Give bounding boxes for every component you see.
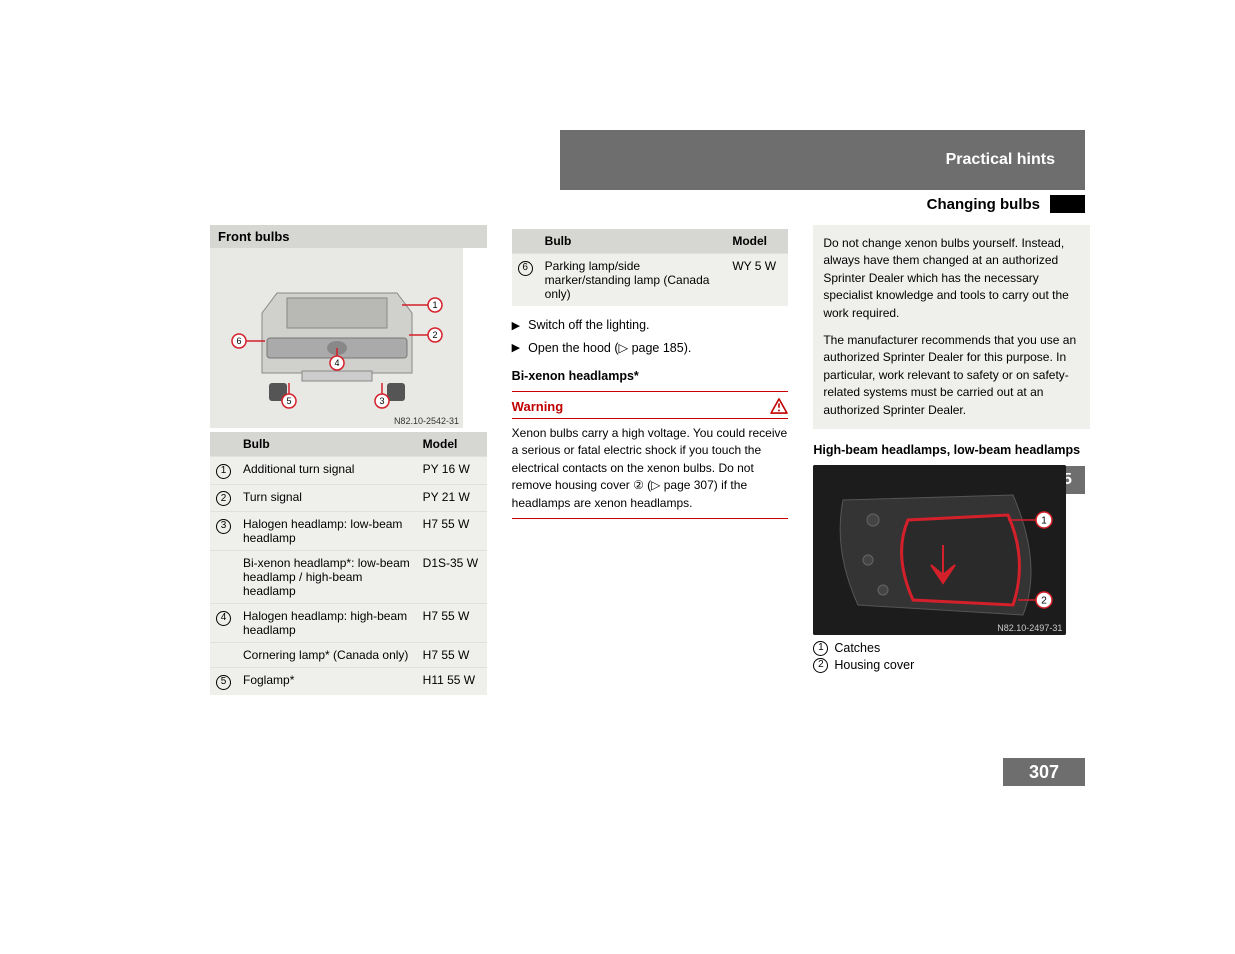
step-text: Switch off the lighting.	[528, 318, 649, 332]
svg-text:3: 3	[379, 396, 384, 406]
svg-text:5: 5	[286, 396, 291, 406]
page-number-tab: 307	[1003, 758, 1085, 786]
warning-icon	[770, 398, 788, 414]
page-content: Front bulbs	[210, 225, 1090, 695]
step-item: ▶ Open the hood (▷ page 185).	[512, 340, 789, 355]
front-bulbs-table: Bulb Model 1 Additional turn signalPY 16 …	[210, 432, 487, 695]
model-cell: WY 5 W	[726, 254, 788, 307]
table-row: 4 Halogen headlamp: high-beam headlampH7 …	[210, 604, 487, 643]
col-model: Model	[417, 432, 487, 457]
row-num: 3	[216, 519, 231, 534]
van-illustration: 1 2 3 4 5 6	[227, 263, 447, 413]
section-title: Practical hints	[946, 151, 1055, 169]
svg-text:6: 6	[236, 336, 241, 346]
bulb-cell: Halogen headlamp: high-beam headlamp	[237, 604, 417, 643]
front-bulbs-heading: Front bulbs	[210, 225, 487, 248]
figure-legend: 1 Catches 2 Housing cover	[813, 641, 1090, 673]
headlamps-heading: High-beam headlamps, low-beam headlamps	[813, 443, 1090, 457]
table-row: Bi-xenon headlamp*: low-beam headlamp / …	[210, 551, 487, 604]
warning-body: Xenon bulbs carry a high voltage. You co…	[512, 425, 789, 512]
bulb-cell: Additional turn signal	[237, 457, 417, 485]
headlamp-figure: 1 2 N82.10-2497-31	[813, 465, 1066, 635]
svg-text:1: 1	[432, 300, 437, 310]
step-item: ▶ Switch off the lighting.	[512, 318, 789, 332]
legend-num: 1	[813, 641, 828, 656]
model-cell: H7 55 W	[417, 643, 487, 668]
col-bulb: Bulb	[237, 432, 417, 457]
model-cell: PY 21 W	[417, 484, 487, 512]
bulb-cell: Halogen headlamp: low-beam headlamp	[237, 512, 417, 551]
middle-column: Bulb Model 6 Parking lamp/side marker/sta…	[512, 225, 789, 695]
svg-text:1: 1	[1042, 515, 1048, 526]
figure-reference: N82.10-2497-31	[997, 623, 1062, 633]
dealer-info-box: Do not change xenon bulbs yourself. Inst…	[813, 225, 1090, 429]
warning-label: Warning	[512, 399, 564, 414]
row-num: 2	[216, 491, 231, 506]
step-text: Open the hood (▷ page 185).	[528, 340, 691, 355]
table-row: Cornering lamp* (Canada only)H7 55 W	[210, 643, 487, 668]
row-num: 1	[216, 464, 231, 479]
col-model: Model	[726, 229, 788, 254]
table-row: 6 Parking lamp/side marker/standing lamp …	[512, 254, 789, 307]
right-column: Do not change xenon bulbs yourself. Inst…	[813, 225, 1090, 695]
row-num: 6	[518, 261, 533, 276]
legend-text: Catches	[834, 641, 880, 655]
svg-text:2: 2	[432, 330, 437, 340]
model-cell: H11 55 W	[417, 668, 487, 695]
edge-tab	[1050, 195, 1085, 213]
info-p1: Do not change xenon bulbs yourself. Inst…	[823, 235, 1080, 322]
legend-item: 2 Housing cover	[813, 658, 1090, 673]
procedure-steps: ▶ Switch off the lighting. ▶ Open the ho…	[512, 318, 789, 355]
model-cell: H7 55 W	[417, 604, 487, 643]
left-column: Front bulbs	[210, 225, 487, 695]
subsection-title: Changing bulbs	[927, 196, 1040, 213]
row-num: 5	[216, 675, 231, 690]
figure-reference: N82.10-2542-31	[394, 416, 459, 426]
info-p2: The manufacturer recommends that you use…	[823, 332, 1080, 419]
headlamp-illustration: 1 2	[813, 465, 1066, 635]
van-front-figure: 1 2 3 4 5 6 N82.10-2542-31	[210, 248, 463, 428]
section-header: Practical hints	[560, 130, 1085, 190]
bulb-cell: Foglamp*	[237, 668, 417, 695]
subsection-header: Changing bulbs	[785, 195, 1085, 213]
row-num: 4	[216, 611, 231, 626]
step-arrow-icon: ▶	[512, 341, 520, 355]
svg-text:2: 2	[1042, 595, 1048, 606]
model-cell: H7 55 W	[417, 512, 487, 551]
bulb-table-continued: Bulb Model 6 Parking lamp/side marker/sta…	[512, 229, 789, 306]
legend-item: 1 Catches	[813, 641, 1090, 656]
bulb-cell: Bi-xenon headlamp*: low-beam headlamp / …	[237, 551, 417, 604]
legend-num: 2	[813, 658, 828, 673]
step-arrow-icon: ▶	[512, 319, 520, 332]
table-row: 3 Halogen headlamp: low-beam headlampH7 5…	[210, 512, 487, 551]
table-row: 1 Additional turn signalPY 16 W	[210, 457, 487, 485]
bulb-cell: Parking lamp/side marker/standing lamp (…	[539, 254, 727, 307]
model-cell: D1S-35 W	[417, 551, 487, 604]
warning-box: Warning Xenon bulbs carry a high voltage…	[512, 391, 789, 519]
bixenon-heading: Bi-xenon headlamps*	[512, 369, 789, 383]
table-row: 2 Turn signalPY 21 W	[210, 484, 487, 512]
bulb-cell: Cornering lamp* (Canada only)	[237, 643, 417, 668]
legend-text: Housing cover	[834, 658, 914, 672]
svg-text:4: 4	[334, 358, 339, 368]
col-bulb: Bulb	[539, 229, 727, 254]
table-row: 5 Foglamp*H11 55 W	[210, 668, 487, 695]
model-cell: PY 16 W	[417, 457, 487, 485]
bulb-cell: Turn signal	[237, 484, 417, 512]
